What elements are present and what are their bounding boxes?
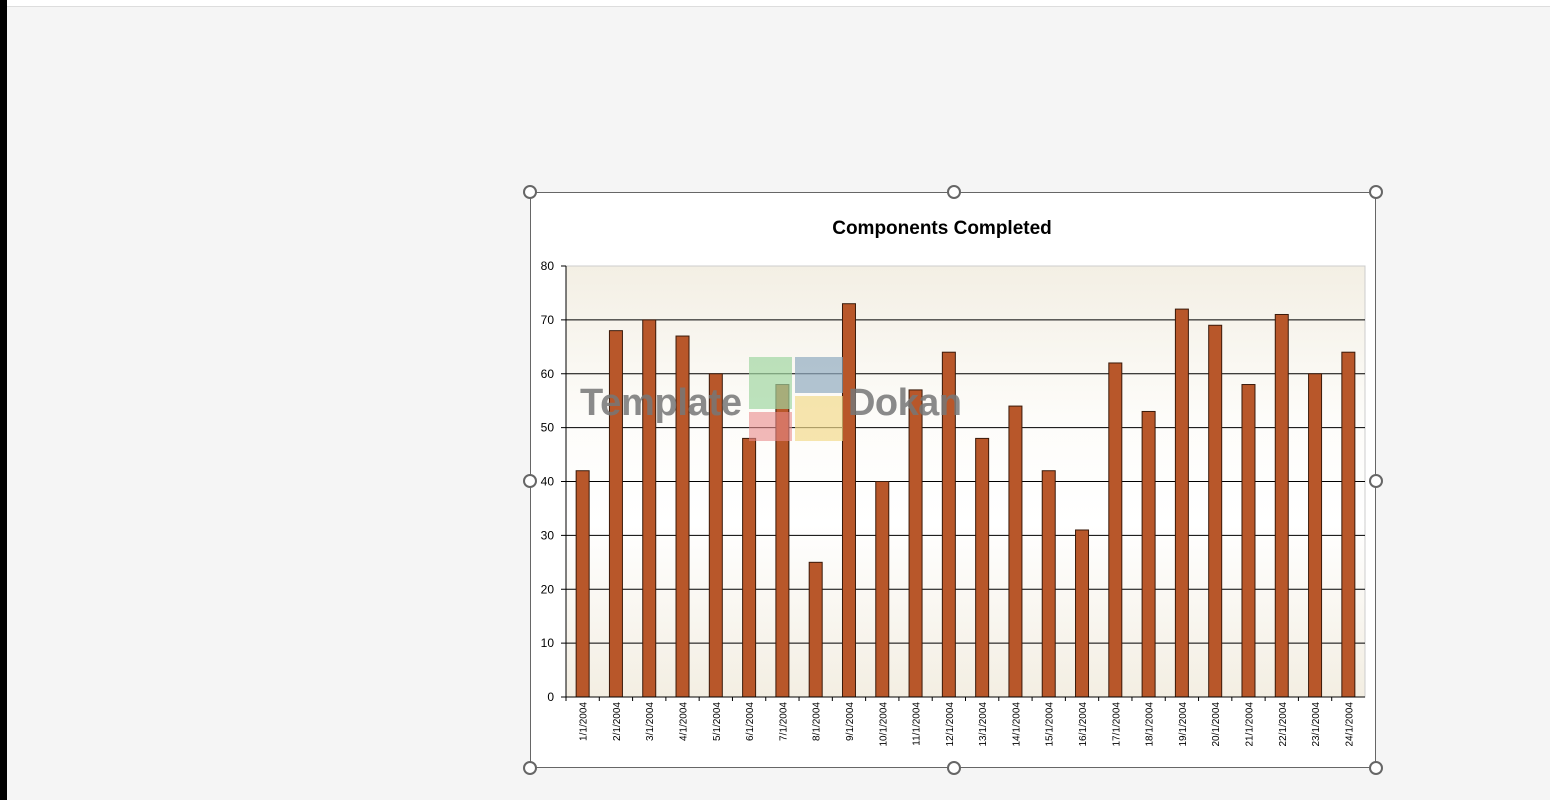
x-tick-label: 9/1/2004 bbox=[845, 702, 856, 741]
resize-handle-top-right[interactable] bbox=[1369, 185, 1383, 199]
x-tick-label: 1/1/2004 bbox=[579, 702, 590, 741]
watermark-logo: Template Dokan bbox=[580, 357, 962, 441]
x-tick-label: 3/1/2004 bbox=[645, 702, 656, 741]
resize-handle-top-left[interactable] bbox=[523, 185, 537, 199]
bar bbox=[1041, 470, 1056, 698]
x-tick-label: 11/1/2004 bbox=[912, 702, 923, 746]
watermark-text-right: Dokan bbox=[848, 382, 962, 424]
x-tick-label: 15/1/2004 bbox=[1045, 702, 1056, 747]
x-tick-label: 5/1/2004 bbox=[712, 702, 723, 741]
x-tick-label: 7/1/2004 bbox=[778, 702, 789, 741]
x-tick-label: 22/1/2004 bbox=[1278, 702, 1289, 747]
x-tick-label: 2/1/2004 bbox=[612, 702, 623, 741]
y-tick-label: 0 bbox=[547, 690, 554, 704]
bar bbox=[1075, 529, 1090, 698]
bar bbox=[875, 481, 890, 698]
bar bbox=[841, 303, 856, 698]
y-tick-label: 60 bbox=[541, 367, 555, 381]
x-tick-label: 12/1/2004 bbox=[945, 702, 956, 747]
y-tick-label: 20 bbox=[541, 582, 555, 596]
bar bbox=[975, 437, 990, 698]
resize-handle-bottom-right[interactable] bbox=[1369, 761, 1383, 775]
x-tick-label: 13/1/2004 bbox=[978, 702, 989, 747]
y-tick-label: 80 bbox=[541, 259, 555, 273]
x-tick-label: 6/1/2004 bbox=[745, 702, 756, 741]
x-tick-label: 21/1/2004 bbox=[1244, 702, 1255, 747]
resize-handle-bottom-left[interactable] bbox=[523, 761, 537, 775]
bar bbox=[1241, 384, 1256, 698]
x-tick-label: 19/1/2004 bbox=[1178, 702, 1189, 747]
resize-handle-left[interactable] bbox=[523, 474, 537, 488]
x-tick-label: 10/1/2004 bbox=[878, 702, 889, 747]
bar bbox=[1174, 308, 1189, 698]
x-tick-label: 18/1/2004 bbox=[1145, 702, 1156, 747]
bar bbox=[1208, 324, 1223, 698]
x-tick-label: 8/1/2004 bbox=[812, 702, 823, 741]
x-tick-label: 24/1/2004 bbox=[1344, 702, 1355, 747]
resize-handle-right[interactable] bbox=[1369, 474, 1383, 488]
bar bbox=[742, 437, 757, 698]
y-tick-label: 30 bbox=[541, 528, 555, 542]
bar bbox=[1341, 351, 1356, 698]
bar bbox=[1108, 362, 1123, 698]
bar bbox=[808, 561, 823, 698]
x-tick-label: 20/1/2004 bbox=[1211, 702, 1222, 747]
resize-handle-top[interactable] bbox=[947, 185, 961, 199]
resize-handle-bottom[interactable] bbox=[947, 761, 961, 775]
watermark-text-left: Template bbox=[580, 382, 742, 424]
bar bbox=[908, 389, 923, 698]
y-tick-label: 40 bbox=[541, 475, 555, 489]
x-tick-label: 4/1/2004 bbox=[679, 702, 690, 741]
x-tick-label: 14/1/2004 bbox=[1011, 702, 1022, 747]
y-tick-label: 10 bbox=[541, 636, 555, 650]
bar bbox=[1008, 405, 1023, 698]
y-tick-label: 70 bbox=[541, 313, 555, 327]
chart-title: Components Completed bbox=[832, 218, 1052, 239]
top-toolbar-edge bbox=[7, 0, 1550, 7]
bar bbox=[642, 319, 657, 698]
bar bbox=[1141, 410, 1156, 698]
bar bbox=[1274, 313, 1289, 698]
window-edge bbox=[0, 0, 7, 800]
x-tick-label: 16/1/2004 bbox=[1078, 702, 1089, 747]
bar bbox=[1308, 373, 1323, 698]
y-tick-label: 50 bbox=[541, 421, 555, 435]
bar bbox=[575, 470, 590, 698]
x-tick-label: 23/1/2004 bbox=[1311, 702, 1322, 747]
x-tick-label: 17/1/2004 bbox=[1111, 702, 1122, 747]
